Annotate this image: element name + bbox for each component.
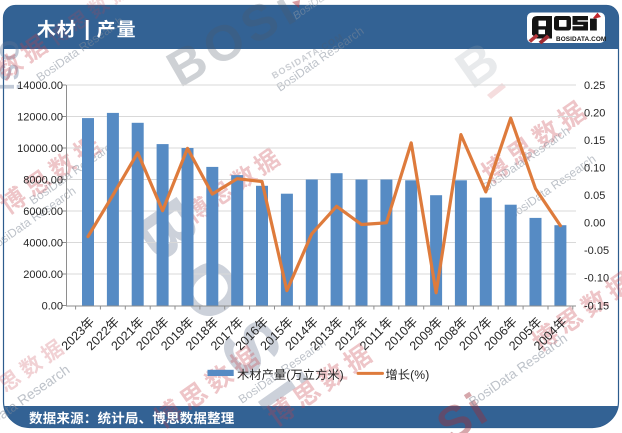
svg-text:8000.00: 8000.00 bbox=[23, 174, 63, 186]
svg-text:0.00: 0.00 bbox=[42, 300, 63, 312]
svg-text:0.15: 0.15 bbox=[584, 135, 605, 147]
svg-text:12000.00: 12000.00 bbox=[17, 111, 63, 123]
svg-text:0.25: 0.25 bbox=[584, 80, 605, 92]
svg-text:-0.15: -0.15 bbox=[584, 300, 609, 312]
svg-text:2000.00: 2000.00 bbox=[23, 269, 63, 281]
svg-text:0.00: 0.00 bbox=[584, 218, 605, 230]
svg-text:6000.00: 6000.00 bbox=[23, 206, 63, 218]
svg-text:0.20: 0.20 bbox=[584, 107, 605, 119]
svg-text:0.05: 0.05 bbox=[584, 190, 605, 202]
svg-text:-0.10: -0.10 bbox=[584, 273, 609, 285]
svg-text:4000.00: 4000.00 bbox=[23, 237, 63, 249]
svg-text:BOSIDATA.COM: BOSIDATA.COM bbox=[556, 36, 606, 43]
svg-text:(: ( bbox=[286, 368, 290, 382]
svg-text:10000.00: 10000.00 bbox=[17, 143, 63, 155]
svg-text:14000.00: 14000.00 bbox=[17, 80, 63, 92]
svg-text:(%): (%) bbox=[410, 368, 429, 382]
svg-text:-0.05: -0.05 bbox=[584, 245, 609, 257]
svg-text:0.10: 0.10 bbox=[584, 163, 605, 175]
svg-text:): ) bbox=[340, 368, 344, 382]
